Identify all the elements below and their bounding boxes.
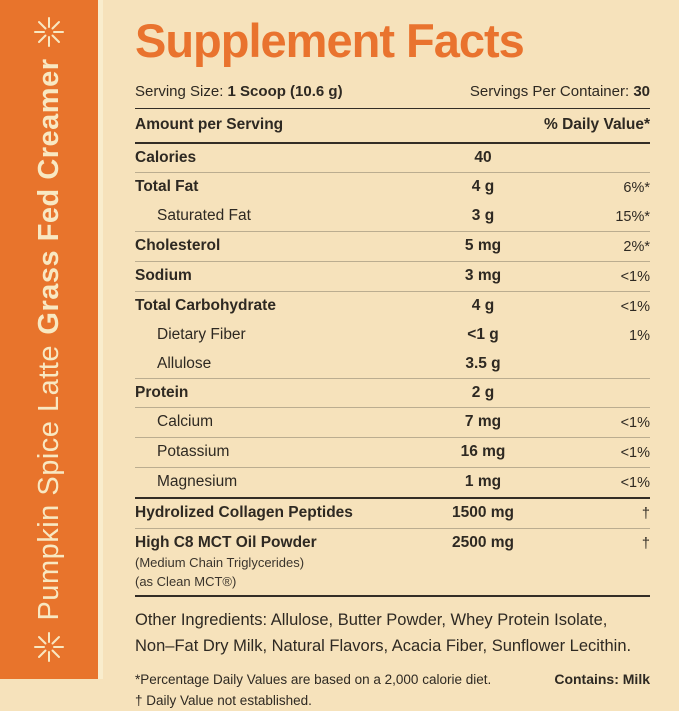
nutrient-amount: 3 mg (464, 266, 502, 284)
sidebar-accent-strip (98, 0, 103, 679)
table-row: Sodium 3 mg <1% (135, 262, 650, 293)
nutrient-label: Protein (135, 383, 189, 401)
nutrient-amount: 4 g (471, 296, 495, 314)
nutrient-label: Cholesterol (135, 236, 221, 254)
sidebar-vertical-text: Pumpkin Spice Latte Grass Fed Creamer (0, 0, 98, 679)
table-row: Magnesium 1 mg <1% (135, 468, 650, 500)
nutrient-amount: 2500 mg (451, 533, 515, 551)
page-title: Supplement Facts (135, 14, 525, 67)
contains-allergen: Contains: Milk (554, 671, 650, 688)
nutrient-amount: 1 mg (464, 472, 502, 490)
footnotes: *Percentage Daily Values are based on a … (135, 669, 540, 711)
other-ingredients: Other Ingredients: Allulose, Butter Powd… (135, 611, 632, 656)
nutrient-amount: 5 mg (464, 236, 502, 254)
starburst-icon (33, 16, 65, 48)
nutrient-daily-value: <1% (620, 268, 650, 285)
sidebar: Pumpkin Spice Latte Grass Fed Creamer (0, 0, 98, 679)
serving-size: Serving Size: 1 Scoop (10.6 g) (135, 83, 343, 100)
table-row: Saturated Fat 3 g 15%* (135, 202, 650, 233)
footnote-dagger: † Daily Value not established. (135, 693, 312, 709)
daily-value-header: % Daily Value* (544, 116, 650, 134)
nutrient-daily-value (558, 384, 650, 385)
supplement-facts-panel: Supplement Facts Serving Size: 1 Scoop (… (103, 0, 679, 708)
table-row: Hydrolized Collagen Peptides 1500 mg † (135, 499, 650, 530)
nutrient-label: Magnesium (157, 472, 238, 490)
nutrient-label: Hydrolized Collagen Peptides (135, 503, 353, 521)
table-row: High C8 MCT Oil Powder (Medium Chain Trig… (135, 529, 650, 598)
facts-rows: Calories 40 Total Fat 4 g 6%* Saturated Fat 3 … (135, 144, 650, 598)
nutrient-daily-value (558, 149, 650, 150)
nutrient-label: Total Fat (135, 177, 199, 195)
nutrient-daily-value: <1% (620, 444, 650, 461)
nutrient-amount: 3 g (471, 206, 495, 224)
table-row: Calories 40 (135, 144, 650, 174)
table-row: Calcium 7 mg <1% (135, 408, 650, 439)
nutrient-amount: 3.5 g (465, 354, 501, 372)
servings-per-container-value: 30 (633, 83, 650, 101)
serving-size-value: 1 Scoop (10.6 g) (227, 83, 343, 101)
amount-per-serving-header: Amount per Serving (135, 116, 284, 134)
nutrient-label: Allulose (157, 354, 212, 372)
nutrient-daily-value: 6%* (623, 179, 650, 196)
nutrient-daily-value: <1% (620, 298, 650, 315)
starburst-icon (33, 631, 65, 663)
table-row: Total Carbohydrate 4 g <1% (135, 292, 650, 321)
footnote-area: *Percentage Daily Values are based on a … (135, 665, 650, 711)
nutrient-amount: 4 g (471, 177, 495, 195)
nutrient-daily-value: 1% (629, 327, 650, 344)
nutrient-amount: 1500 mg (451, 503, 515, 521)
nutrient-amount: 7 mg (464, 412, 502, 430)
product-name: Grass Fed Creamer (32, 58, 65, 335)
nutrient-label: Dietary Fiber (157, 325, 246, 343)
nutrient-label: Saturated Fat (157, 206, 251, 224)
nutrient-amount: 40 (474, 148, 492, 166)
table-row: Protein 2 g (135, 379, 650, 409)
table-header-row: Amount per Serving % Daily Value* (135, 109, 650, 145)
nutrient-label: Calories (135, 148, 197, 166)
nutrient-daily-value: 15%* (615, 208, 650, 225)
nutrient-sublabel: (as Clean MCT®) (135, 573, 237, 589)
servings-per-container-label: Servings Per Container: (469, 83, 634, 101)
nutrient-label: Calcium (157, 412, 213, 430)
nutrient-amount: 16 mg (460, 442, 506, 460)
nutrient-sublabel: (Medium Chain Triglycerides) (135, 554, 305, 570)
serving-size-label: Serving Size: (135, 83, 228, 101)
nutrient-daily-value: † (641, 505, 650, 522)
nutrient-label: Potassium (157, 442, 230, 460)
nutrient-daily-value: <1% (620, 474, 650, 491)
serving-info-row: Serving Size: 1 Scoop (10.6 g) Servings … (135, 77, 650, 110)
table-row: Potassium 16 mg <1% (135, 438, 650, 469)
nutrient-daily-value: 2%* (623, 238, 650, 255)
nutrient-daily-value (558, 355, 650, 356)
table-row: Cholesterol 5 mg 2%* (135, 232, 650, 263)
footnote-daily-values: *Percentage Daily Values are based on a … (135, 672, 492, 688)
nutrient-amount: 2 g (471, 383, 495, 401)
flavor-name: Pumpkin Spice Latte (32, 345, 65, 621)
table-row: Dietary Fiber <1 g 1% (135, 321, 650, 350)
nutrient-daily-value: † (641, 535, 650, 552)
nutrient-daily-value: <1% (620, 414, 650, 431)
nutrient-amount: <1 g (467, 325, 499, 343)
nutrient-label: Total Carbohydrate (135, 296, 276, 314)
nutrient-label: Sodium (135, 266, 192, 284)
table-row: Total Fat 4 g 6%* (135, 173, 650, 202)
servings-per-container: Servings Per Container: 30 (470, 83, 650, 100)
table-row: Allulose 3.5 g (135, 350, 650, 380)
nutrient-label: High C8 MCT Oil Powder (Medium Chain Trig… (135, 534, 408, 590)
